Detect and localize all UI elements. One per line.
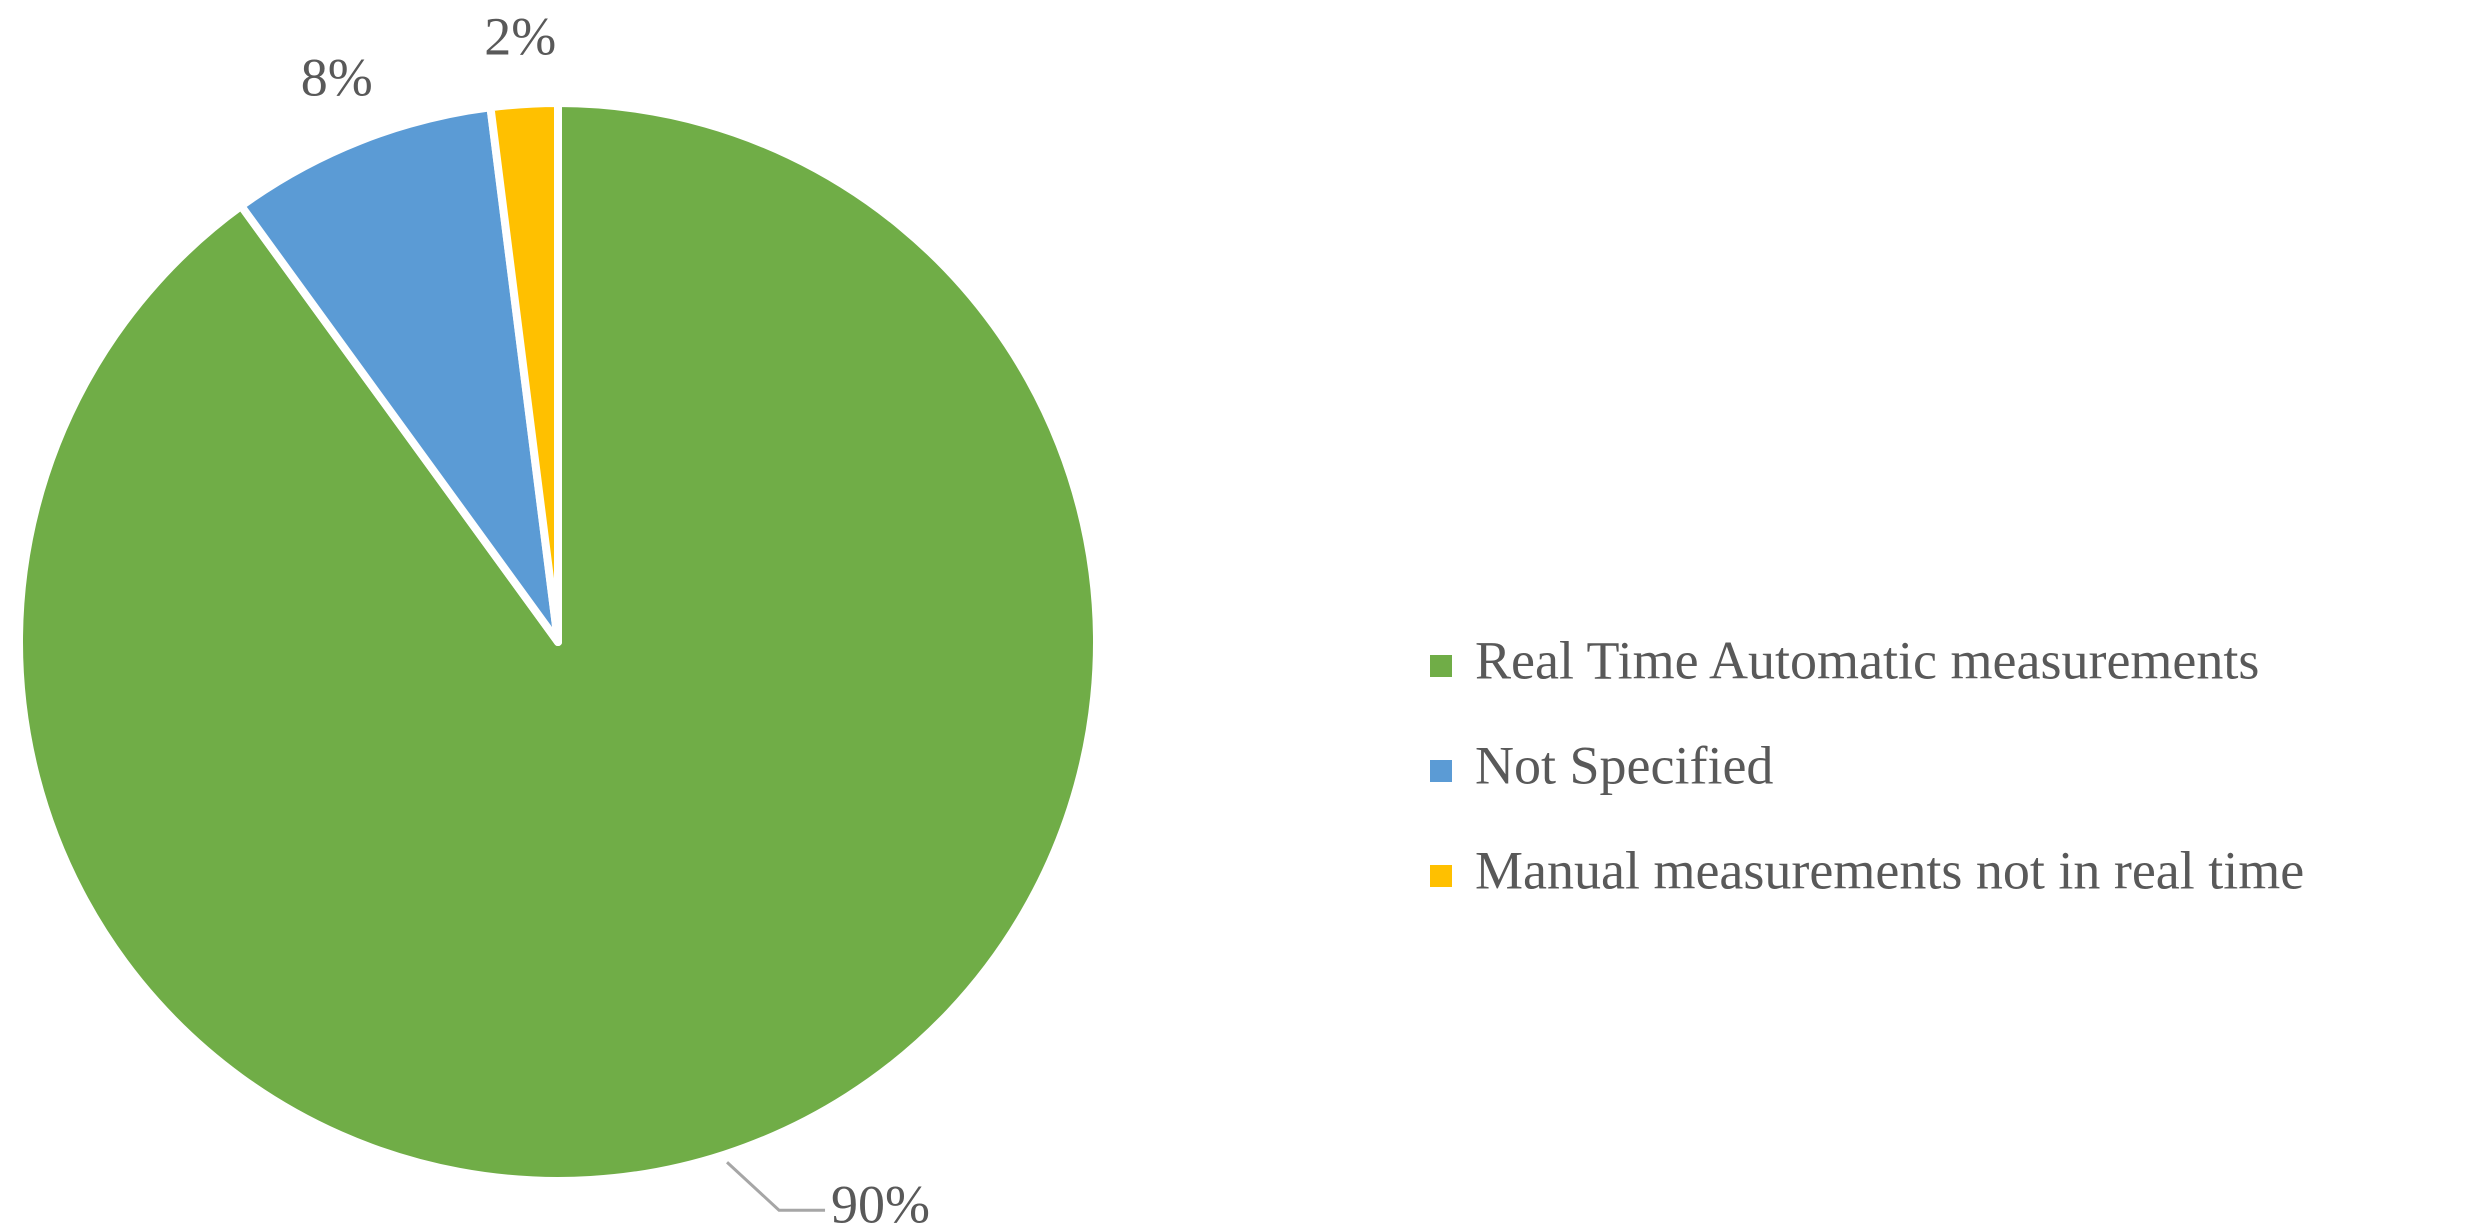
- leader-line: [726, 1161, 826, 1212]
- legend-label: Not Specified: [1475, 735, 1773, 795]
- data-label: 2%: [484, 7, 556, 67]
- legend-marker: [1430, 655, 1452, 677]
- pie-slice: [237, 103, 562, 646]
- legend-marker: [1430, 760, 1452, 782]
- legend-label: Real Time Automatic measurements: [1475, 630, 2259, 690]
- data-label: 8%: [301, 48, 373, 108]
- legend-marker: [1430, 865, 1452, 887]
- data-label: 90%: [831, 1175, 930, 1230]
- pie-slice: [486, 99, 562, 646]
- legend-label: Manual measurements not in real time: [1475, 840, 2304, 900]
